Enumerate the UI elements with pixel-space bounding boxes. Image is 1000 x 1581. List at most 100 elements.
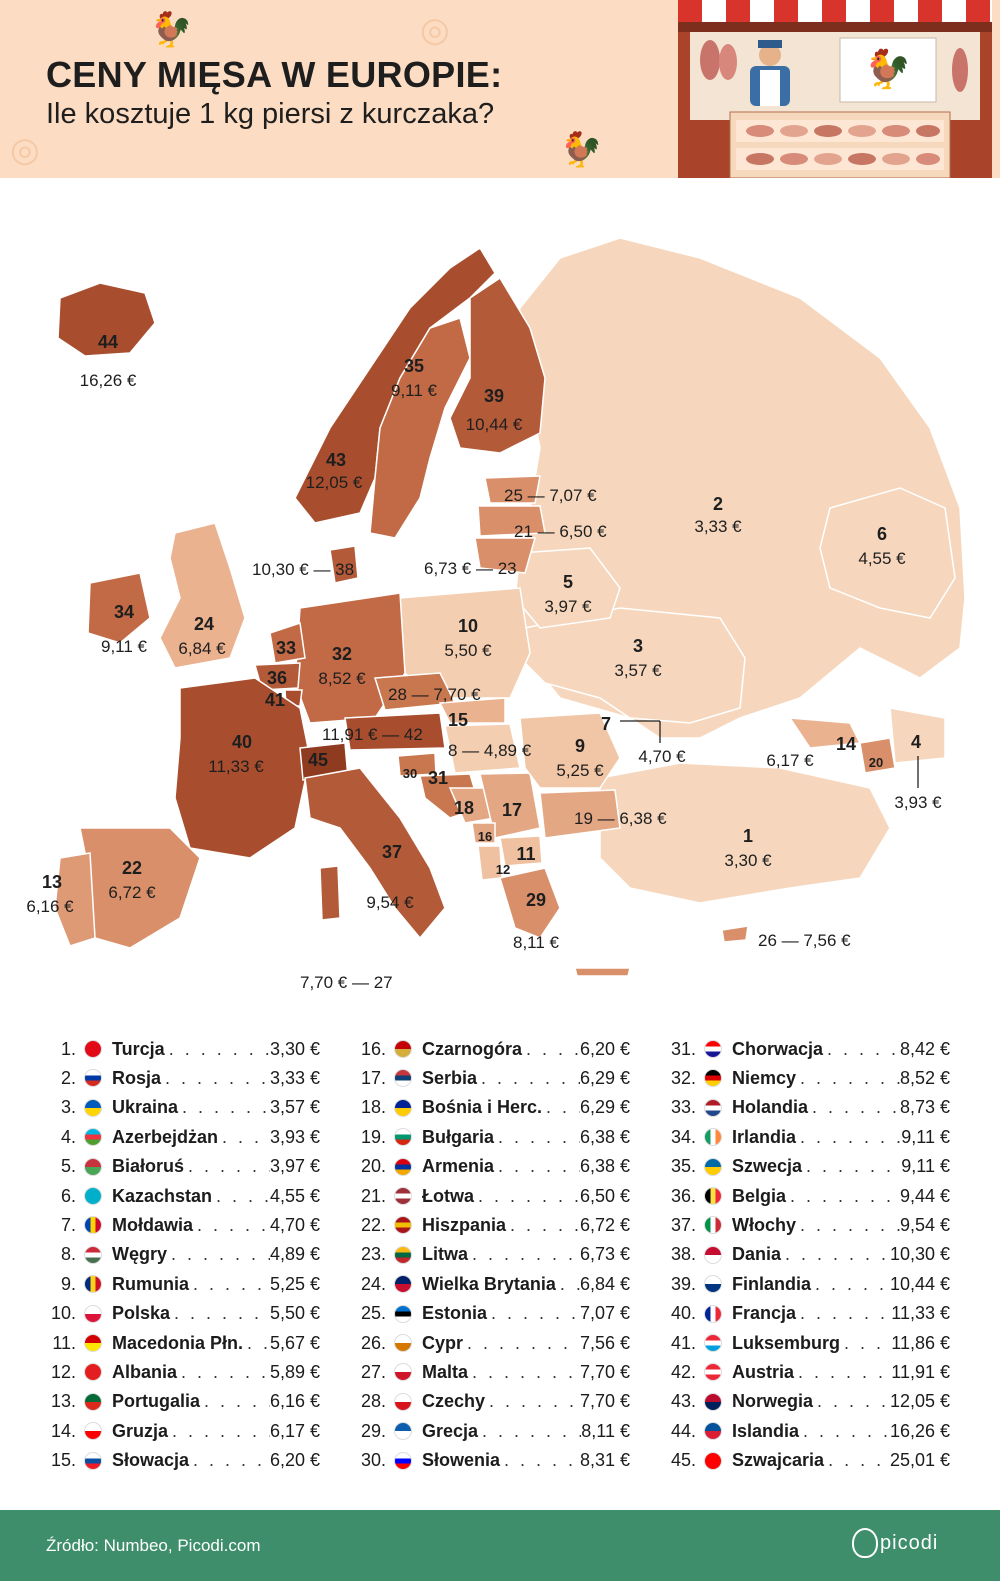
region-crete [574, 967, 631, 977]
region-slovakia [438, 697, 506, 724]
label-macedonia-rank: 11 [516, 844, 535, 864]
russia-flag [84, 1069, 102, 1088]
dot-leader: . . . . . . . . . . . . . . . . . . [489, 1391, 580, 1412]
ranking-table: 1.Turcja. . . . . . . . . . . . . . . . … [40, 1036, 970, 1476]
label-switzerland-rank: 45 [308, 750, 328, 770]
row-price: 10,44 € [889, 1273, 950, 1294]
row-rank: 45. [670, 1450, 696, 1471]
row-country: Kazachstan [112, 1185, 213, 1206]
row-country: Rumunia [112, 1273, 190, 1294]
label-azerbaijan-rank: 4 [911, 732, 921, 752]
dot-leader: . . . . . . . . . . . . . . . . . . [188, 1156, 270, 1177]
table-row: 3. Ukraina. . . . . . . . . . . . . . . .… [40, 1095, 320, 1121]
region-netherlands [269, 622, 306, 664]
label-georgia-rank: 14 [836, 734, 856, 754]
picodi-logo-icon [852, 1528, 878, 1558]
georgia-flag [84, 1422, 102, 1441]
row-country: Grecja [422, 1420, 479, 1441]
row-price: 7,07 € [579, 1303, 630, 1324]
row-rank: 43. [670, 1391, 696, 1412]
label-cyprus: 26 — 7,56 € [758, 931, 851, 950]
label-france-rank: 40 [232, 732, 252, 752]
ireland-flag [704, 1128, 722, 1147]
label-malta: 7,70 € — 27 [300, 973, 393, 992]
table-row: 14. Gruzja. . . . . . . . . . . . . . . .… [40, 1418, 320, 1444]
region-romania [519, 712, 621, 789]
row-rank: 44. [670, 1420, 696, 1441]
row-rank: 24. [360, 1273, 386, 1294]
dot-leader: . . . . . . . . . . . . . . . . . . [165, 1067, 270, 1088]
belarus-flag [84, 1157, 102, 1176]
iceland-flag [704, 1422, 722, 1441]
region-sardinia [319, 865, 341, 921]
row-rank: 1. [60, 1038, 76, 1059]
table-row: 34. Irlandia. . . . . . . . . . . . . . .… [660, 1124, 950, 1150]
table-row: 16. Czarnogóra. . . . . . . . . . . . . .… [350, 1036, 630, 1062]
dot-leader: . . . . . . . . . . . . . . . . . . [806, 1156, 901, 1177]
table-row: 43. Norwegia. . . . . . . . . . . . . . .… [660, 1389, 950, 1415]
ukraine-flag [84, 1098, 102, 1117]
row-country: Litwa [422, 1244, 469, 1265]
dot-leader: . . . . . . . . . . . . . . . . . . [193, 1450, 270, 1471]
row-country: Finlandia [732, 1273, 812, 1294]
row-country: Rosja [112, 1067, 162, 1088]
row-price: 16,26 € [889, 1420, 950, 1441]
dot-leader: . . . . . . . . . . . . . . . . . . [174, 1303, 270, 1324]
label-sweden-rank: 35 [404, 356, 424, 376]
albania-flag [84, 1363, 102, 1382]
row-price: 8,73 € [899, 1097, 950, 1118]
row-country: Dania [732, 1244, 782, 1265]
row-country: Szwajcaria [732, 1450, 825, 1471]
row-rank: 35. [670, 1156, 696, 1177]
label-romania-rank: 9 [575, 736, 585, 756]
table-row: 8. Węgry. . . . . . . . . . . . . . . . .… [40, 1242, 320, 1268]
region-austria [344, 712, 446, 751]
row-price: 8,11 € [581, 1420, 630, 1441]
row-rank: 37. [670, 1214, 696, 1235]
italy-flag [704, 1216, 722, 1235]
table-row: 5. Białoruś. . . . . . . . . . . . . . . … [40, 1154, 320, 1180]
romania-flag [84, 1275, 102, 1294]
row-rank: 39. [670, 1273, 696, 1294]
table-row: 28. Czechy. . . . . . . . . . . . . . . .… [350, 1389, 630, 1415]
row-price: 7,56 € [579, 1332, 630, 1353]
region-turkey [599, 762, 891, 904]
row-rank: 31. [670, 1038, 696, 1059]
table-row: 9. Rumunia. . . . . . . . . . . . . . . .… [40, 1271, 320, 1297]
dot-leader: . . . . . . . . . . . . . . . . . . [193, 1273, 270, 1294]
spain-flag [394, 1216, 412, 1235]
bulgaria-flag [394, 1128, 412, 1147]
chicken-icon: 🐓 [560, 131, 603, 169]
row-rank: 30. [360, 1450, 386, 1471]
switzerland-flag [704, 1451, 722, 1470]
region-cyprus [721, 925, 749, 943]
dot-leader: . . . . . . . . . . . . . . . . . . [498, 1156, 580, 1177]
table-row: 38. Dania. . . . . . . . . . . . . . . . … [660, 1242, 950, 1268]
row-country: Węgry [112, 1244, 168, 1265]
row-rank: 13. [50, 1391, 76, 1412]
row-country: Słowacja [112, 1450, 190, 1471]
region-bulgaria [539, 789, 621, 839]
label-romania-price: 5,25 € [556, 761, 604, 780]
row-country: Niemcy [732, 1067, 797, 1088]
table-row: 12. Albania. . . . . . . . . . . . . . . … [40, 1359, 320, 1385]
row-country: Szwecja [732, 1156, 803, 1177]
label-luxembourg-rank: 41 [265, 690, 285, 710]
label-ireland-price: 9,11 € [101, 637, 148, 656]
row-price: 9,44 € [899, 1185, 950, 1206]
region-denmark [329, 545, 359, 584]
uk-flag [394, 1275, 412, 1294]
row-rank: 18. [360, 1097, 386, 1118]
dot-leader: . . . . . . . . . . . . . . . . . . [482, 1420, 581, 1441]
chicken-icon: 🐓 [150, 11, 193, 49]
row-price: 11,33 € [891, 1303, 950, 1324]
row-rank: 9. [60, 1273, 76, 1294]
azerbaijan-flag [84, 1128, 102, 1147]
region-france [174, 677, 311, 859]
label-germany-price: 8,52 € [318, 669, 366, 688]
region-finland [449, 276, 546, 454]
table-row: 11. Macedonia Płn.. . . . . . . . . . . .… [40, 1330, 320, 1356]
row-price: 9,54 € [899, 1214, 950, 1235]
chicken-icon: 🐓 [864, 47, 911, 91]
estonia-flag [394, 1304, 412, 1323]
